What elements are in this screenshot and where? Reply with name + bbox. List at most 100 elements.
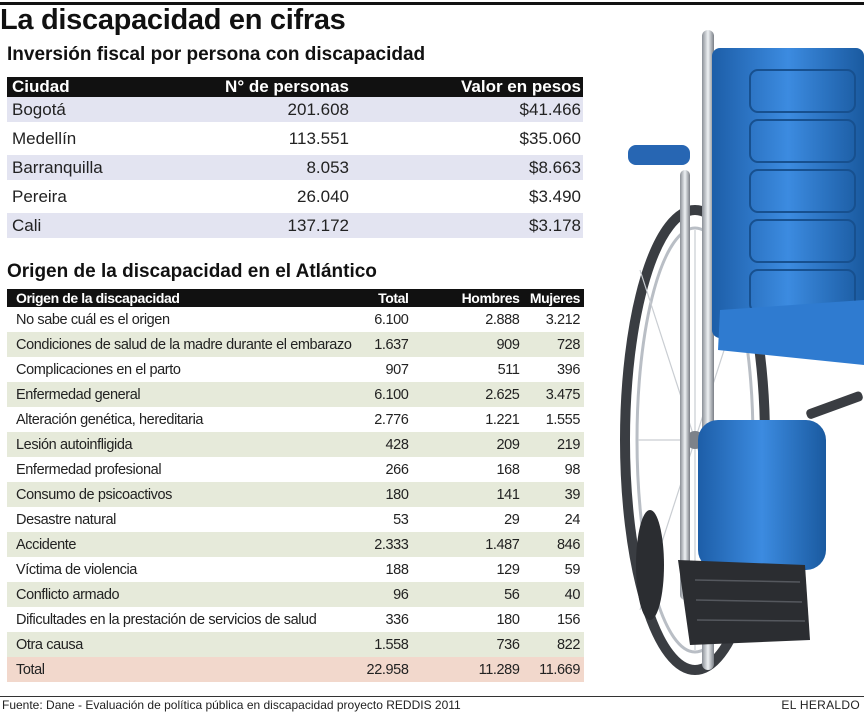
value-cell: $3.178	[351, 211, 583, 242]
origin-cell: Accidente	[7, 532, 356, 557]
men-cell: 141	[412, 482, 524, 507]
people-cell: 137.172	[184, 211, 351, 242]
value-cell: $8.663	[351, 153, 583, 184]
wheelchair-illustration	[620, 30, 864, 675]
caster-wheel	[636, 510, 664, 620]
investment-header-row: Ciudad N° de personas Valor en pesos	[7, 77, 583, 97]
table-row: Enfermedad general 6.100 2.625 3.475	[7, 382, 584, 407]
origin-table: Origen de la discapacidad Total Hombres …	[7, 289, 584, 682]
origin-cell: Complicaciones en el parto	[16, 361, 181, 378]
total-cell: 22.958	[355, 657, 413, 682]
origin-heading: Origen de la discapacidad en el Atlántic…	[7, 261, 377, 282]
value-cell: $3.490	[351, 182, 583, 213]
col-header-men: Hombres	[412, 289, 524, 307]
frame-tube-front	[680, 170, 690, 600]
women-cell: 3.475	[523, 382, 584, 407]
men-cell: 909	[412, 332, 524, 357]
city-cell: Medellín	[7, 124, 184, 155]
total-cell: 428	[355, 432, 413, 457]
men-cell: 2.888	[485, 311, 520, 328]
footplate-grip	[694, 579, 806, 622]
table-row: Enfermedad profesional 266 168 98	[7, 457, 584, 482]
origin-cell: Enfermedad profesional	[16, 461, 162, 478]
table-row: Otra causa 1.558 736 822	[7, 632, 584, 657]
col-header-total: Total	[355, 289, 413, 307]
bottom-rule	[0, 696, 864, 697]
total-cell: 2.333	[355, 532, 413, 557]
men-cell: 180	[496, 611, 520, 628]
brand-name: EL HERALDO	[781, 698, 860, 712]
total-cell: 1.637	[355, 332, 413, 357]
total-cell: 6.100	[374, 311, 409, 328]
women-cell: 822	[523, 632, 584, 657]
men-cell: 511	[497, 361, 520, 378]
origin-cell: Víctima de violencia	[16, 561, 137, 578]
value-cell: $35.060	[351, 124, 583, 155]
total-cell: 907	[385, 361, 409, 378]
men-cell: 56	[412, 582, 524, 607]
men-cell: 168	[496, 461, 520, 478]
top-rule	[0, 2, 864, 5]
origin-cell: No sabe cuál es el origen	[16, 311, 170, 328]
total-cell: 6.100	[355, 382, 413, 407]
col-header-city: Ciudad	[7, 77, 184, 97]
total-cell: 2.776	[374, 411, 409, 428]
women-cell: 59	[564, 561, 581, 578]
women-cell: 3.212	[545, 311, 581, 328]
col-header-value: Valor en pesos	[351, 77, 583, 97]
table-row: Accidente 2.333 1.487 846	[7, 532, 584, 557]
city-cell: Bogotá	[7, 97, 184, 126]
origin-cell: Otra causa	[7, 632, 356, 657]
total-cell: 96	[355, 582, 413, 607]
table-row: Consumo de psicoactivos 180 141 39	[7, 482, 584, 507]
women-cell: 156	[557, 611, 580, 628]
origin-cell: Total	[7, 657, 356, 682]
table-row: Víctima de violencia 188 129 59	[7, 557, 584, 582]
women-cell: 846	[523, 532, 584, 557]
leg-rest	[698, 420, 826, 570]
seat-cushion	[718, 300, 864, 365]
women-cell: 1.555	[545, 411, 581, 428]
origin-cell: Dificultades en la prestación de servici…	[16, 611, 317, 628]
table-row: Complicaciones en el parto 907 511 396	[7, 357, 584, 382]
total-cell: 53	[393, 511, 409, 528]
men-cell: 1.221	[485, 411, 520, 428]
table-row: Alteración genética, hereditaria 2.776 1.2…	[7, 407, 584, 432]
rear-rod	[806, 391, 863, 419]
origin-cell: Alteración genética, hereditaria	[16, 411, 204, 428]
value-cell: $41.466	[351, 97, 583, 126]
table-row: Pereira 26.040 $3.490	[7, 182, 583, 213]
men-cell: 129	[496, 561, 520, 578]
men-cell: 736	[412, 632, 524, 657]
origin-cell: Consumo de psicoactivos	[7, 482, 356, 507]
col-header-people: N° de personas	[184, 77, 351, 97]
table-row: Condiciones de salud de la madre durante…	[7, 332, 584, 357]
source-note: Fuente: Dane - Evaluación de política pú…	[2, 698, 461, 712]
people-cell: 8.053	[184, 153, 351, 184]
table-row: Bogotá 201.608 $41.466	[7, 97, 583, 126]
city-cell: Pereira	[7, 182, 184, 213]
women-cell: 40	[523, 582, 584, 607]
total-cell: 188	[385, 561, 409, 578]
backrest-stitching	[749, 69, 856, 313]
table-row: Cali 137.172 $3.178	[7, 211, 583, 242]
col-header-women: Mujeres	[523, 289, 584, 307]
men-cell: 209	[412, 432, 524, 457]
people-cell: 201.608	[184, 97, 351, 126]
table-row: Barranquilla 8.053 $8.663	[7, 153, 583, 184]
city-cell: Cali	[7, 211, 184, 242]
women-cell: 39	[523, 482, 584, 507]
table-row: Medellín 113.551 $35.060	[7, 124, 583, 155]
backrest	[712, 48, 864, 338]
origin-cell: Conflicto armado	[7, 582, 356, 607]
people-cell: 26.040	[184, 182, 351, 213]
city-cell: Barranquilla	[7, 153, 184, 184]
total-cell: 1.558	[355, 632, 413, 657]
women-cell: 728	[523, 332, 584, 357]
total-cell: 336	[385, 611, 409, 628]
table-row: Desastre natural 53 29 24	[7, 507, 584, 532]
origin-cell: Condiciones de salud de la madre durante…	[7, 332, 356, 357]
col-header-origin: Origen de la discapacidad	[7, 289, 356, 307]
origin-cell: Enfermedad general	[7, 382, 356, 407]
women-cell: 219	[523, 432, 584, 457]
